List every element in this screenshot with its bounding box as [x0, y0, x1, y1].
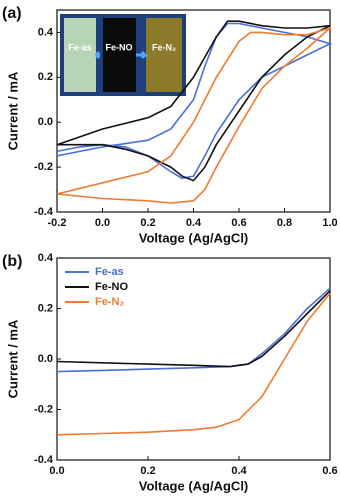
vial	[64, 18, 96, 92]
x-tick-label: 0.0	[95, 217, 110, 229]
y-tick-label: 0.4	[38, 26, 54, 38]
y-tick-label: 0.0	[38, 116, 53, 128]
panel-label: (b)	[2, 253, 22, 270]
y-tick-label: 0.2	[38, 71, 53, 83]
y-tick-label: -0.4	[34, 206, 54, 218]
inset-label: Fe-as	[68, 42, 92, 52]
y-tick-label: 0.0	[38, 353, 53, 365]
legend-label: Fe-as	[95, 266, 124, 278]
x-tick-label: 0.0	[49, 465, 64, 477]
legend-label: Fe-N₂	[95, 296, 124, 308]
inset-label: Fe-N₂	[152, 42, 176, 52]
x-tick-label: 0.2	[140, 465, 155, 477]
data-line	[56, 290, 331, 368]
y-tick-label: -0.2	[34, 161, 53, 173]
x-tick-label: 0.2	[140, 217, 155, 229]
x-tick-label: 1.0	[322, 217, 337, 229]
x-tick-label: 0.4	[231, 465, 247, 477]
data-line	[56, 20, 331, 182]
x-axis-label: Voltage (Ag/AgCl)	[139, 230, 249, 245]
y-tick-label: -0.2	[34, 403, 53, 415]
y-axis-label: Current / mA	[5, 319, 20, 398]
data-line	[56, 27, 331, 204]
vial	[146, 18, 182, 92]
data-line	[56, 22, 333, 180]
x-tick-label: 0.4	[186, 217, 202, 229]
data-line	[56, 292, 331, 436]
x-tick-label: 0.6	[231, 217, 246, 229]
y-tick-label: -0.4	[34, 454, 54, 466]
x-axis-label: Voltage (Ag/AgCl)	[139, 478, 249, 493]
y-axis-label: Current / mA	[5, 71, 20, 150]
legend-label: Fe-NO	[95, 281, 128, 293]
inset-label: Fe-NO	[106, 42, 133, 52]
y-tick-label: 0.4	[38, 252, 54, 264]
vial	[103, 18, 136, 92]
arrow	[94, 50, 101, 60]
arrow	[136, 50, 149, 60]
panel-label: (a)	[2, 5, 22, 22]
y-tick-label: 0.2	[38, 302, 53, 314]
x-tick-label: -0.2	[48, 217, 67, 229]
x-tick-label: 0.6	[322, 465, 337, 477]
x-tick-label: 0.8	[277, 217, 292, 229]
